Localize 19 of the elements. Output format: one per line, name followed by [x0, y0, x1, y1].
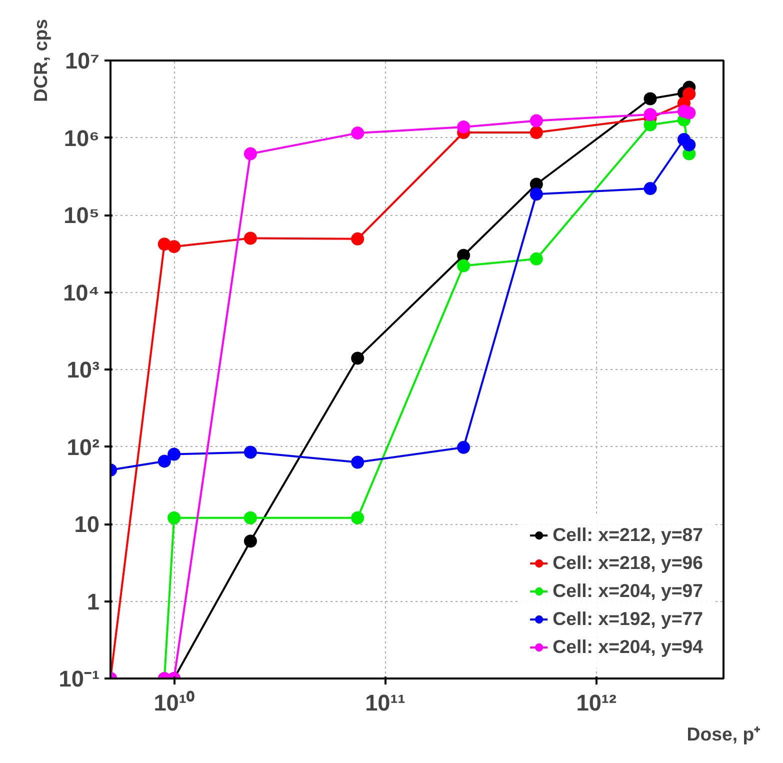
x-tick-label: 10¹⁰ [154, 690, 194, 716]
y-axis-title: DCR, cps [30, 19, 51, 102]
legend-label: Cell: x=204, y=94 [552, 636, 703, 658]
y-tick-label: 10⁷ [64, 48, 100, 74]
y-tick-label: 10⁻¹ [58, 666, 100, 692]
x-tick-label: 10¹² [576, 690, 617, 716]
legend-label: Cell: x=212, y=87 [552, 524, 703, 546]
legend-label: Cell: x=192, y=77 [552, 608, 703, 630]
y-tick-label: 1 [86, 588, 100, 614]
y-tick-label: 10 [74, 511, 100, 537]
x-axis-title: Dose, p⁺ [686, 724, 762, 744]
legend-label: Cell: x=204, y=97 [552, 580, 703, 602]
y-tick-label: 10⁶ [64, 124, 100, 151]
x-tick-label: 10¹¹ [365, 690, 406, 716]
y-tick-label: 10³ [66, 356, 100, 382]
legend-label: Cell: x=218, y=96 [552, 552, 703, 574]
y-tick-label: 10⁵ [64, 202, 100, 228]
y-tick-label: 10⁴ [63, 279, 100, 306]
y-tick-label: 10² [66, 434, 100, 460]
